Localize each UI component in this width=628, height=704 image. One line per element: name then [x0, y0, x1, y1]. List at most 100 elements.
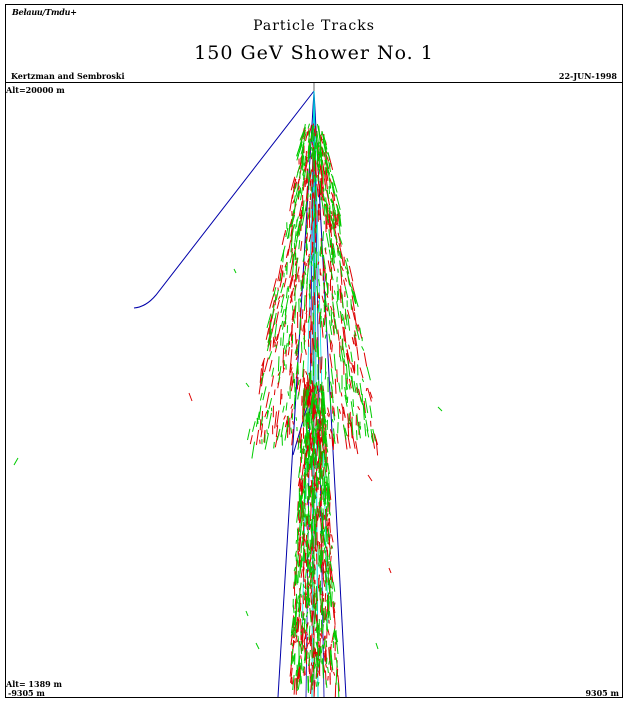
positron-track: [293, 618, 296, 626]
positron-track: [302, 613, 305, 621]
electron-track: [340, 392, 343, 397]
positron-track: [267, 412, 272, 429]
positron-track: [293, 628, 295, 638]
positron-track: [340, 345, 344, 363]
positron-track: [321, 131, 326, 147]
positron-track: [327, 152, 331, 161]
positron-track: [334, 318, 338, 335]
electron-track: [275, 333, 279, 342]
electron-track: [306, 636, 309, 644]
electron-track: [328, 221, 332, 233]
electron-track: [296, 266, 300, 279]
electron-track: [347, 309, 351, 319]
header-divider: [5, 82, 623, 83]
electron-track: [290, 403, 294, 409]
positron-track: [320, 530, 323, 543]
positron-track: [293, 566, 296, 572]
positron-track: [344, 285, 349, 299]
electron-track: [350, 422, 353, 439]
positron-track: [302, 274, 305, 286]
positron-track: [296, 216, 299, 223]
positron-track: [286, 262, 288, 275]
electron-track: [308, 253, 310, 258]
positron-track: [320, 644, 323, 654]
electron-track: [316, 385, 319, 394]
positron-track: [351, 418, 354, 436]
electron-track: [325, 663, 327, 668]
electron-track: [292, 182, 296, 199]
positron-track: [326, 611, 330, 618]
positron-track: [325, 550, 327, 558]
positron-track: [314, 174, 317, 182]
positron-track: [313, 200, 316, 211]
electron-track: [342, 326, 345, 342]
positron-track: [260, 416, 264, 426]
positron-track: [300, 161, 304, 170]
positron-track: [331, 218, 335, 231]
electron-track: [306, 517, 309, 525]
positron-track: [344, 394, 348, 407]
electron-track: [305, 313, 308, 323]
positron-track: [294, 231, 297, 243]
positron-track: [307, 315, 311, 323]
positron-track: [319, 431, 321, 437]
electron-track: [292, 305, 296, 322]
positron-track: [335, 194, 341, 211]
positron-track: [305, 596, 308, 609]
positron-track: [330, 199, 333, 204]
positron-track: [305, 568, 307, 579]
positron-track: [316, 681, 318, 687]
electron-track: [281, 233, 286, 246]
positron-track: [271, 367, 275, 377]
electron-track: [273, 336, 277, 344]
positron-track: [304, 652, 307, 664]
positron-track: [321, 598, 324, 616]
electron-track: [269, 359, 273, 372]
positron-track: [315, 621, 318, 633]
electron-track: [312, 192, 315, 199]
positron-track: [295, 417, 298, 421]
electron-track: [298, 536, 302, 552]
positron-track: [298, 509, 301, 520]
positron-track: [290, 649, 294, 666]
positron-track: [282, 249, 285, 263]
positron-track: [322, 147, 326, 157]
electron-track: [301, 272, 304, 278]
positron-track: [359, 396, 364, 405]
positron-track: [302, 448, 305, 453]
positron-track: [285, 287, 288, 299]
positron-track: [315, 387, 318, 395]
positron-track: [312, 150, 315, 167]
electron-track: [319, 166, 322, 172]
positron-track: [322, 231, 324, 242]
positron-track: [325, 640, 328, 648]
positron-track: [350, 299, 352, 310]
positron-track: [308, 164, 311, 175]
electron-track: [265, 391, 270, 408]
positron-track: [322, 193, 326, 203]
electron-track: [311, 610, 314, 626]
positron-track: [313, 345, 317, 352]
electron-track: [302, 180, 305, 191]
positron-track: [264, 433, 269, 450]
electron-track: [353, 334, 357, 347]
stray-track: [188, 392, 193, 402]
positron-track: [305, 433, 307, 449]
positron-track: [361, 378, 365, 383]
positron-track: [284, 424, 289, 441]
positron-track: [350, 401, 354, 416]
positron-track: [320, 444, 322, 458]
electron-track: [289, 194, 293, 212]
positron-track: [313, 581, 315, 589]
positron-track: [355, 325, 360, 341]
positron-track: [310, 566, 313, 573]
electron-track: [313, 128, 316, 137]
positron-track: [292, 604, 295, 614]
electron-track: [323, 258, 325, 274]
positron-track: [317, 304, 320, 314]
electron-track: [295, 355, 299, 361]
positron-track: [300, 593, 302, 598]
positron-track: [319, 549, 322, 566]
electron-track: [327, 629, 330, 636]
positron-track: [304, 470, 307, 486]
